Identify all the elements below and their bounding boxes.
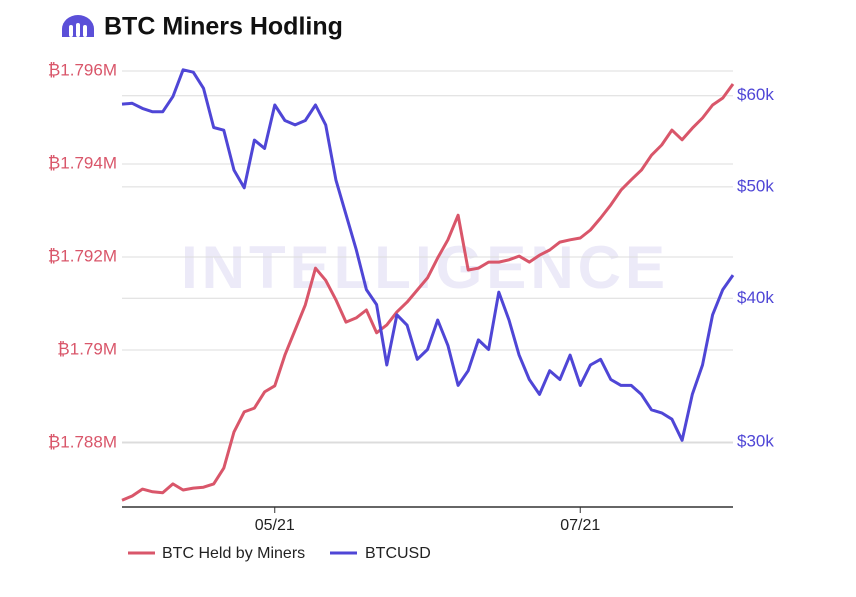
y2-tick-label: $60k xyxy=(737,85,774,104)
data-line xyxy=(121,68,735,442)
legend: BTC Held by Miners BTCUSD xyxy=(128,545,431,562)
y-tick-label: ₿1.794M xyxy=(48,154,117,173)
legend-label: BTC Held by Miners xyxy=(162,545,305,562)
y-tick-label: ₿1.792M xyxy=(48,247,117,266)
y-tick-label: ₿1.788M xyxy=(48,433,117,452)
y-tick-label: ₿1.796M xyxy=(48,61,117,80)
x-tick-label: 07/21 xyxy=(560,517,600,534)
data-line xyxy=(121,83,735,502)
plot-area: ₿1.788M ₿1.79M ₿1.792M ₿1.794M ₿1.796M $30k $4… xyxy=(48,61,775,535)
legend-label: BTCUSD xyxy=(365,545,431,562)
watermark: INTELLIGENCE xyxy=(181,234,669,301)
x-tick-label: 05/21 xyxy=(255,517,295,534)
chart-title: BTC Miners Hodling xyxy=(104,13,343,41)
logo xyxy=(62,15,94,37)
y-tick-label: ₿1.79M xyxy=(57,340,117,359)
y2-tick-label: $40k xyxy=(737,288,774,307)
y2-tick-label: $50k xyxy=(737,176,774,195)
y2-tick-label: $30k xyxy=(737,431,774,450)
